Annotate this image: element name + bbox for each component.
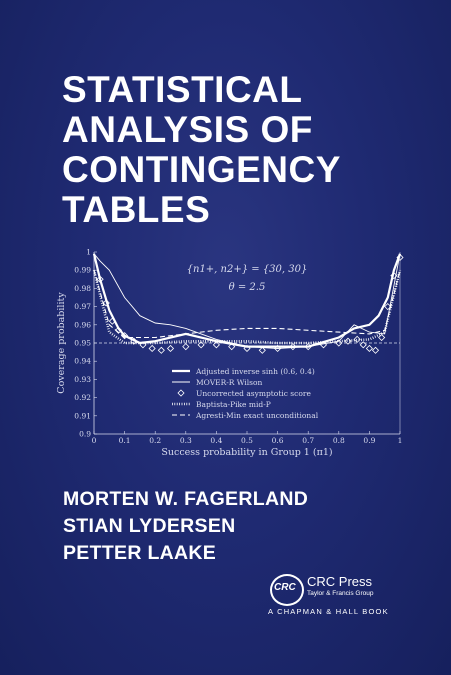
series-3-point xyxy=(166,344,175,353)
series-3-point xyxy=(289,343,297,351)
legend-label: Agresti-Min exact unconditional xyxy=(195,411,319,420)
title-line-4: TABLES xyxy=(62,189,211,230)
series-3-point xyxy=(396,253,404,262)
series-3-point xyxy=(319,341,328,349)
y-tick-label: 0.99 xyxy=(74,266,91,275)
chart-annotation-2: θ = 2.5 xyxy=(229,282,266,293)
series-3-point xyxy=(344,337,352,345)
series-3-point xyxy=(378,333,386,342)
legend-label: Uncorrected asymptotic score xyxy=(196,389,311,398)
series-3-point xyxy=(243,344,251,353)
y-tick-label: 0.9 xyxy=(79,430,91,439)
y-tick-label: 1 xyxy=(86,248,91,257)
x-tick-label: 0.1 xyxy=(119,436,131,445)
x-tick-label: 0.6 xyxy=(272,436,284,445)
legend-marker xyxy=(177,389,185,397)
series-3-point xyxy=(335,339,343,347)
series-3-point xyxy=(274,344,282,353)
series-3-point xyxy=(353,335,361,343)
x-tick-label: 0 xyxy=(92,436,97,445)
y-tick-label: 0.98 xyxy=(74,284,91,293)
legend-label: Baptista-Pike mid-P xyxy=(196,400,271,409)
series-3-point xyxy=(157,346,165,354)
coverage-chart: 0 0.1 0.2 0.3 0.4 0.5 0.6 0.7 0.8 0.9 10.90.910.92… xyxy=(56,248,404,458)
x-tick-label: 1 xyxy=(398,436,403,445)
authors: MORTEN W. FAGERLAND STIAN LYDERSEN PETTE… xyxy=(63,486,308,567)
crc-logo-icon xyxy=(270,574,304,606)
x-tick-label: 0.9 xyxy=(363,436,375,445)
series-3-point xyxy=(390,272,398,280)
series-3-point xyxy=(228,343,236,351)
x-tick-label: 0.3 xyxy=(180,436,192,445)
y-tick-label: 0.91 xyxy=(74,411,91,420)
x-axis-label: Success probability in Group 1 (π1) xyxy=(161,447,332,458)
x-tick-label: 0.8 xyxy=(333,436,345,445)
series-3-point xyxy=(365,344,373,353)
series-5-line xyxy=(93,270,401,339)
legend-label: MOVER-R Wilson xyxy=(196,378,263,387)
x-tick-label: 0.4 xyxy=(210,436,222,445)
x-tick-label: 0.5 xyxy=(241,436,253,445)
series-3-point xyxy=(304,343,312,351)
publisher-imprint: A CHAPMAN & HALL BOOK xyxy=(268,607,389,616)
series-3-point xyxy=(108,317,116,325)
series-3-point xyxy=(384,303,392,311)
publisher-name: CRC Press xyxy=(307,574,373,589)
x-tick-label: 0.2 xyxy=(149,436,161,445)
title-line-3: CONTINGENCY xyxy=(62,149,341,190)
series-3-point xyxy=(258,346,266,354)
book-title: STATISTICAL ANALYSIS OF CONTINGENCY TABL… xyxy=(62,70,341,230)
x-tick-label: 0.7 xyxy=(302,436,314,445)
crc-logo-text: CRC xyxy=(274,582,296,593)
title-line-1: STATISTICAL xyxy=(62,69,303,110)
y-tick-label: 0.96 xyxy=(74,320,91,329)
y-tick-label: 0.92 xyxy=(74,393,91,402)
series-3-point xyxy=(212,341,220,349)
series-3-point xyxy=(359,341,367,349)
series-3-point xyxy=(114,326,123,334)
publisher-block: CRC CRC Press Taylor & Francis Group A C… xyxy=(268,572,438,622)
publisher-subname: Taylor & Francis Group xyxy=(307,590,374,597)
series-2-line xyxy=(93,253,401,349)
series-3-point xyxy=(121,332,129,340)
y-tick-label: 0.97 xyxy=(74,302,91,311)
author-2: STIAN LYDERSEN xyxy=(63,515,236,537)
author-3: PETTER LAAKE xyxy=(63,542,217,564)
series-3-point xyxy=(102,299,110,307)
title-line-2: ANALYSIS OF xyxy=(62,109,313,150)
series-3-point xyxy=(371,346,380,354)
legend-label: Adjusted inverse sinh (0.6, 0.4) xyxy=(195,367,315,376)
series-3-point xyxy=(197,341,205,349)
chart-annotation-1: {n1+, n2+} = {30, 30} xyxy=(187,264,308,275)
series-3-point xyxy=(96,275,104,283)
series-3-point xyxy=(148,344,156,353)
y-axis-label: Coverage probability xyxy=(56,292,67,394)
series-3-point xyxy=(182,343,190,351)
y-tick-label: 0.93 xyxy=(74,375,91,384)
y-tick-label: 0.94 xyxy=(74,357,91,366)
author-1: MORTEN W. FAGERLAND xyxy=(63,488,309,510)
y-tick-label: 0.95 xyxy=(74,339,91,348)
